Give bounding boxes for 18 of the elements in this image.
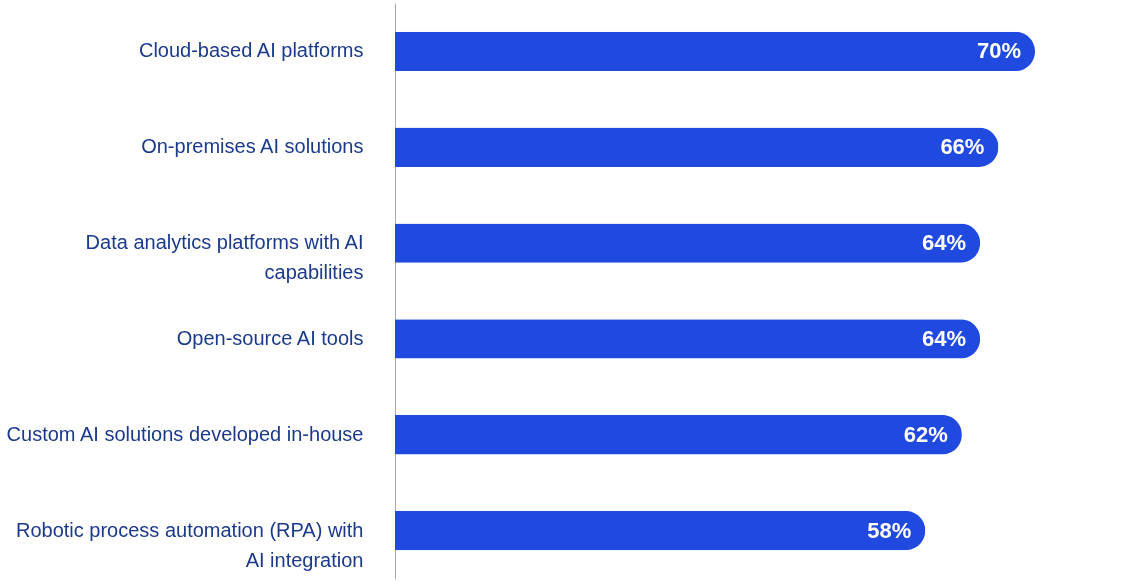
data-label: 62% — [903, 421, 948, 447]
bar — [395, 510, 926, 551]
data-label: 70% — [976, 38, 1021, 64]
bar — [395, 415, 962, 455]
bar — [395, 319, 981, 359]
y-tick-label: On-premises AI solutions — [141, 135, 364, 158]
bar — [395, 223, 981, 263]
bar — [395, 31, 1035, 72]
y-tick-label: Cloud-based AI platforms — [138, 39, 364, 62]
data-label: 58% — [867, 517, 912, 543]
y-tick-label: Robotic process automation (RPA) with AI integration — [15, 518, 364, 571]
bar — [395, 127, 999, 167]
data-label: 64% — [922, 325, 967, 351]
y-tick-label: Data analytics platforms with AI capabilities — [85, 231, 364, 284]
y-tick-label: Open-source AI tools — [176, 326, 364, 349]
y-tick-label: Custom AI solutions developed in-house — [6, 422, 364, 445]
data-label: 66% — [940, 134, 985, 160]
data-label: 64% — [922, 230, 967, 256]
